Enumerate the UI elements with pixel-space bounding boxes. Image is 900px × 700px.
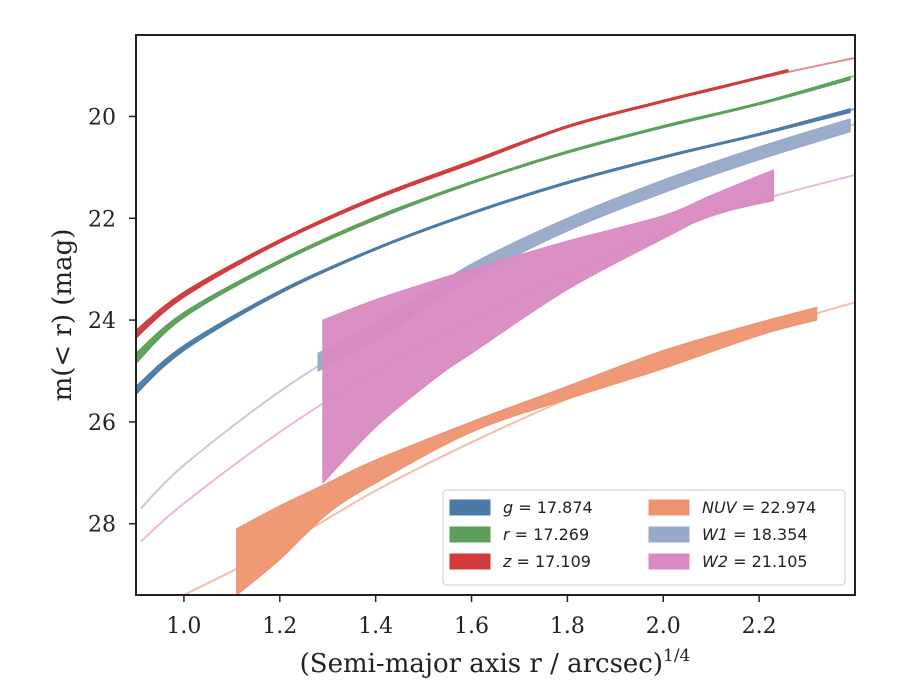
y-tick-label: 28 xyxy=(88,513,116,538)
x-tick-label: 2.0 xyxy=(646,614,681,639)
series-band-z xyxy=(136,69,789,339)
x-tick-label: 1.2 xyxy=(262,614,297,639)
legend-label-z: z = 17.109 xyxy=(502,552,591,571)
legend-box xyxy=(442,489,846,586)
plot-frame xyxy=(135,34,856,596)
legend-swatch-w1 xyxy=(648,526,690,543)
legend-label-r: r = 17.269 xyxy=(503,525,589,544)
legend-label-nuv: NUV = 22.974 xyxy=(702,498,816,517)
x-tick-label: 1.6 xyxy=(454,614,489,639)
legend-swatch-w2 xyxy=(648,553,690,570)
legend-swatch-z xyxy=(449,553,491,570)
series-band-w2 xyxy=(322,169,775,484)
y-tick-label: 22 xyxy=(88,207,116,232)
series-band-g xyxy=(136,108,851,395)
series-line-w2 xyxy=(140,174,855,543)
legend-swatch-nuv xyxy=(648,499,690,516)
legend-label-w1: W1 = 18.354 xyxy=(702,525,808,544)
x-tick-label: 1.0 xyxy=(166,614,201,639)
x-axis-label-exponent: 1/4 xyxy=(663,646,690,666)
x-axis-label-text: (Semi-major axis r / arcsec) xyxy=(300,649,663,679)
legend-swatch-g xyxy=(449,499,491,516)
legend-label-w2: W2 = 21.105 xyxy=(702,552,808,571)
y-tick-label: 24 xyxy=(88,309,116,334)
series-band-nuv xyxy=(236,306,818,595)
x-axis-label: (Semi-major axis r / arcsec)1/4 xyxy=(300,646,691,679)
legend-label-g: g = 17.874 xyxy=(503,498,593,517)
series-band-r xyxy=(136,76,851,364)
legend-swatch-r xyxy=(449,526,491,543)
y-tick-label: 26 xyxy=(88,411,116,436)
x-tick-label: 1.8 xyxy=(550,614,585,639)
y-axis-label: m(< r) (mag) xyxy=(48,229,78,402)
x-tick-label: 2.2 xyxy=(742,614,777,639)
y-tick-label: 20 xyxy=(88,105,116,130)
legend: g = 17.874 r = 17.269 z = 17.109 NUV = 22.9… xyxy=(442,489,846,586)
x-tick-label: 1.4 xyxy=(358,614,393,639)
